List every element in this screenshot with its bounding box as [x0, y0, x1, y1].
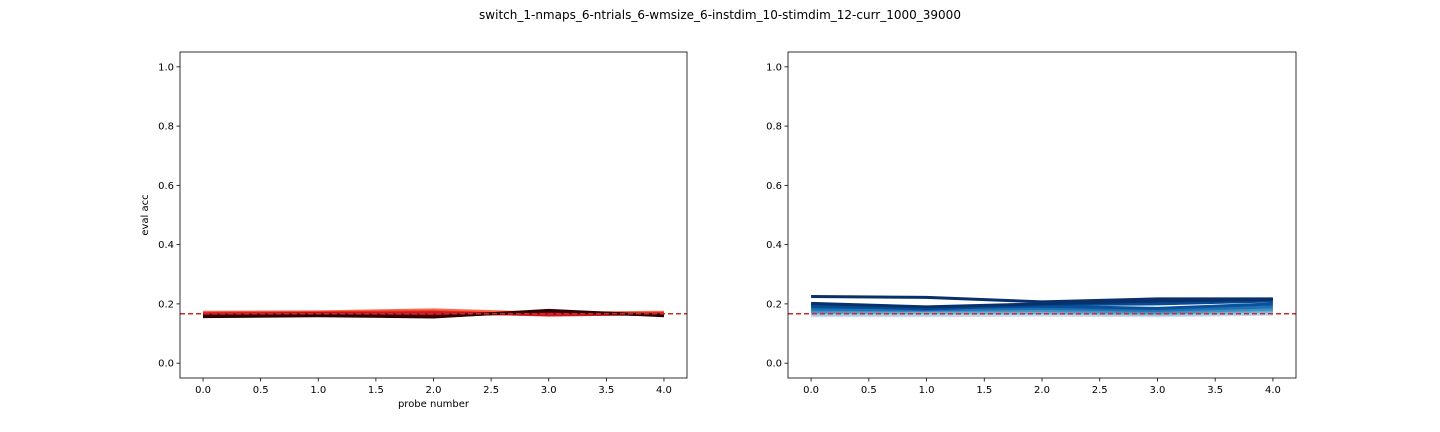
x-tick-label: 4.0 — [656, 385, 672, 396]
x-tick-label: 1.0 — [919, 385, 935, 396]
y-tick-label: 1.0 — [158, 62, 174, 73]
series-line-7 — [811, 297, 1273, 309]
plot-frame — [179, 51, 688, 379]
x-axis-label: probe number — [398, 399, 470, 410]
x-tick-label: 2.0 — [426, 385, 442, 396]
x-tick-label: 0.0 — [195, 385, 211, 396]
x-tick-label: 0.0 — [803, 385, 819, 396]
x-tick-label: 2.5 — [1092, 385, 1108, 396]
left-subplot: 0.0 0.5 1.0 1.5 2.0 2.5 3.0 3.5 4.0 0.0 0.2 0.4 0.6 0… — [140, 51, 688, 410]
x-tick-label: 3.0 — [541, 385, 557, 396]
x-tick-label: 2.0 — [1034, 385, 1050, 396]
x-tick-label: 2.5 — [483, 385, 499, 396]
x-tick-label: 0.5 — [253, 385, 269, 396]
y-tick-label: 0.0 — [766, 359, 782, 370]
figure-suptitle: switch_1-nmaps_6-ntrials_6-wmsize_6-inst… — [479, 8, 961, 22]
plot-frame — [787, 51, 1297, 379]
y-tick-label: 0.4 — [158, 240, 174, 251]
y-tick-label: 0.2 — [766, 299, 782, 310]
x-tick-label: 3.5 — [598, 385, 614, 396]
y-tick-label: 0.8 — [766, 122, 782, 133]
y-tick-label: 0.8 — [158, 122, 174, 133]
x-tick-label: 1.5 — [976, 385, 992, 396]
y-tick-label: 0.0 — [158, 359, 174, 370]
series-line-6 — [203, 308, 665, 319]
x-tick-label: 3.0 — [1150, 385, 1166, 396]
y-tick-label: 0.6 — [158, 181, 174, 192]
right-subplot: 0.0 0.5 1.0 1.5 2.0 2.5 3.0 3.5 4.0 0.0 0.2 0.4 0.6 0… — [766, 51, 1297, 396]
series-line-8 — [811, 295, 1273, 304]
x-tick-label: 1.0 — [310, 385, 326, 396]
y-tick-label: 0.4 — [766, 240, 782, 251]
x-tick-label: 4.0 — [1265, 385, 1281, 396]
y-tick-label: 0.6 — [766, 181, 782, 192]
y-tick-label: 0.2 — [158, 299, 174, 310]
y-tick-label: 1.0 — [766, 62, 782, 73]
x-tick-label: 3.5 — [1207, 385, 1223, 396]
x-tick-label: 0.5 — [861, 385, 877, 396]
series-line-4 — [811, 305, 1273, 312]
x-tick-label: 1.5 — [368, 385, 384, 396]
y-axis-label: eval acc — [140, 194, 151, 235]
